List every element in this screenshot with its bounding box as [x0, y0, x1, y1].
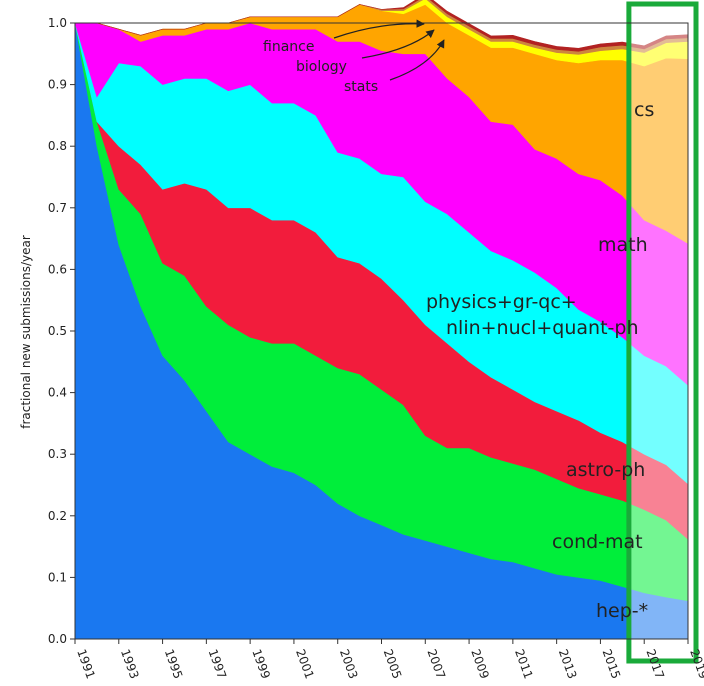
y-tick-label-2: 0.2: [48, 509, 67, 523]
x-tick-label-1: 1993: [118, 647, 142, 680]
y-tick-label-8: 0.8: [48, 139, 67, 153]
label-cs: cs: [634, 99, 654, 121]
x-tick-label-8: 2007: [424, 647, 448, 680]
highlight-wash: [628, 4, 696, 661]
annotation-arrows: [333, 19, 445, 81]
arrow-stats: [389, 39, 445, 81]
label-biology: biology: [296, 59, 347, 75]
arrow-biology: [361, 29, 435, 59]
y-tick-label-9: 0.9: [48, 78, 67, 92]
label-stats: stats: [344, 79, 378, 95]
y-tick-label-5: 0.5: [48, 324, 67, 338]
x-tick-label-5: 2001: [293, 647, 317, 680]
x-tick-label-12: 2015: [600, 647, 624, 680]
y-tick-label-6: 0.6: [48, 262, 67, 276]
arrow-finance: [333, 19, 425, 39]
y-tick-label-4: 0.4: [48, 386, 67, 400]
x-tick-label-14: 2019: [687, 647, 704, 680]
x-tick-label-3: 1997: [206, 647, 230, 680]
label-physics-line2: nlin+nucl+quant-ph: [446, 317, 639, 339]
x-tick-label-0: 1991: [74, 647, 98, 680]
y-tick-label-10: 1.0: [48, 16, 67, 30]
x-tick-label-7: 2005: [381, 647, 405, 680]
y-tick-label-0: 0.0: [48, 632, 67, 646]
highlight-box: [626, 1, 699, 664]
label-finance: finance: [263, 39, 314, 55]
y-tick-label-1: 0.1: [48, 570, 67, 584]
label-cond-mat: cond-mat: [552, 531, 643, 553]
x-tick-label-9: 2009: [468, 647, 492, 680]
label-astro-ph: astro-ph: [566, 459, 645, 481]
x-tick-label-4: 1999: [249, 647, 273, 680]
x-tick-label-6: 2003: [337, 647, 361, 680]
x-tick-label-2: 1995: [162, 647, 186, 680]
forecast-highlight-overlay: [626, 1, 699, 664]
y-tick-label-3: 0.3: [48, 447, 67, 461]
x-tick-label-11: 2013: [556, 647, 580, 680]
y-axis-label: fractional new submissions/year: [19, 235, 33, 429]
x-tick-label-10: 2011: [512, 647, 536, 680]
label-physics-line1: physics+gr-qc+: [426, 291, 577, 313]
label-math: math: [598, 234, 648, 256]
label-hep: hep-*: [596, 600, 648, 622]
y-tick-label-7: 0.7: [48, 201, 67, 215]
